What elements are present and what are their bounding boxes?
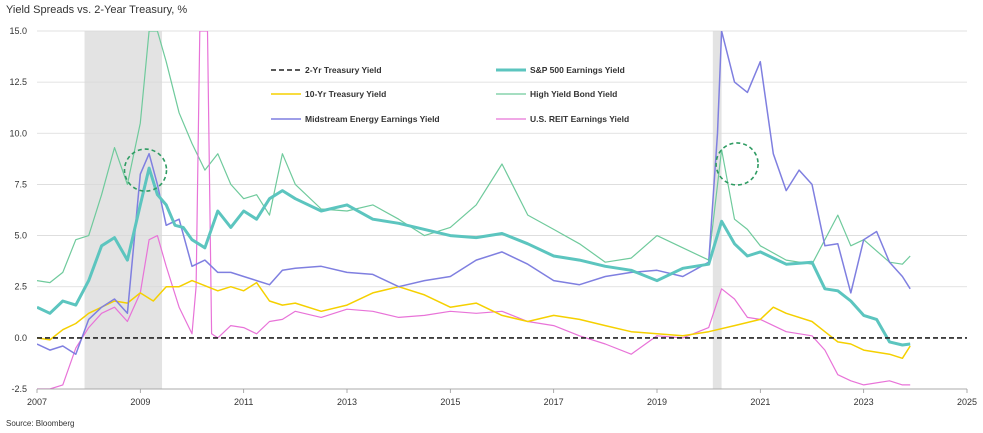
highlight-circles [123, 142, 759, 192]
y-tick-label: 0.0 [14, 333, 27, 343]
x-tick-label: 2019 [647, 397, 667, 407]
y-tick-label: -2.5 [11, 384, 27, 394]
series-line-u-s-reit-earnings-yield [37, 31, 911, 389]
legend-label: 10-Yr Treasury Yield [305, 89, 386, 99]
legend-label: S&P 500 Earnings Yield [530, 65, 625, 75]
y-tick-label: 7.5 [14, 179, 27, 189]
x-tick-label: 2009 [130, 397, 150, 407]
x-tick-label: 2025 [957, 397, 977, 407]
series-line-midstream-energy-earnings-yield [37, 31, 911, 355]
series-lines [37, 31, 967, 389]
axes: -2.5 0.0 2.5 5.0 7.5 10.0 12.5 15.0 2007 2009 2011… [9, 26, 977, 407]
legend-label: Midstream Energy Earnings Yield [305, 114, 440, 124]
series-line-10-yr-treasury-yield [37, 279, 911, 360]
x-tick-label: 2013 [337, 397, 357, 407]
x-tick-label: 2021 [750, 397, 770, 407]
x-tick-label: 2007 [27, 397, 47, 407]
x-tick-label: 2015 [440, 397, 460, 407]
shaded-period-0 [84, 31, 163, 389]
shaded-period-1 [712, 31, 722, 389]
y-tick-label: 12.5 [9, 77, 27, 87]
legend: 2-Yr Treasury Yield S&P 500 Earnings Yiel… [271, 65, 629, 124]
legend-label: U.S. REIT Earnings Yield [530, 114, 629, 124]
legend-label: High Yield Bond Yield [530, 89, 617, 99]
y-tick-label: 2.5 [14, 282, 27, 292]
series-line-high-yield-bond-yield [37, 31, 911, 284]
gridlines [37, 30, 967, 390]
recession-shading [84, 31, 722, 389]
series-line-s-p-500-earnings-yield [37, 166, 911, 347]
source-note: Source: Bloomberg [6, 419, 75, 428]
y-tick-label: 10.0 [9, 128, 27, 138]
x-tick-label: 2023 [854, 397, 874, 407]
chart-title: Yield Spreads vs. 2-Year Treasury, % [6, 4, 188, 16]
highlight-circle-1 [715, 142, 759, 186]
legend-label: 2-Yr Treasury Yield [305, 65, 382, 75]
highlight-circle-0 [123, 148, 168, 192]
x-tick-label: 2011 [234, 397, 253, 407]
x-tick-label: 2017 [544, 397, 564, 407]
y-tick-label: 5.0 [14, 231, 27, 241]
y-tick-label: 15.0 [9, 26, 27, 36]
